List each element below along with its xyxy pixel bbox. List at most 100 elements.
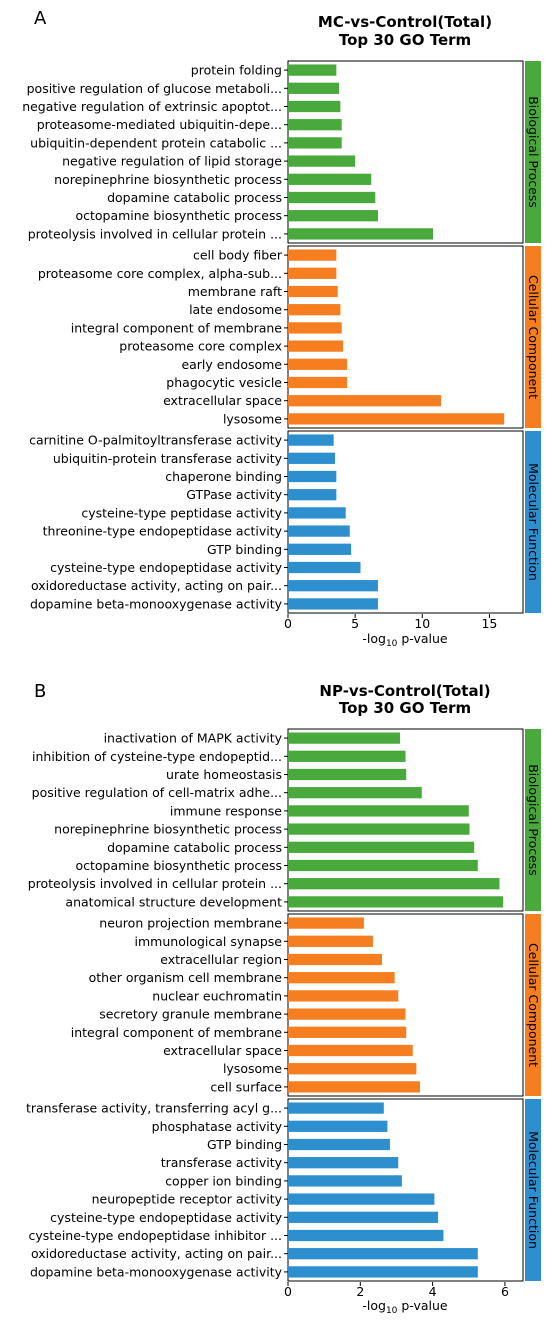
panel-b-title: NP-vs-Control(Total)	[319, 682, 490, 700]
panel-a-biological-process-strip-label: Biological Process	[526, 96, 541, 208]
panel-a-molecular-function-bar-2	[288, 452, 335, 464]
panel-b-biological-process-bar-7	[288, 841, 475, 853]
panel-a-biological-process-label-3: negative regulation of extrinsic apoptot…	[22, 99, 282, 114]
panel-b-biological-process-bar-10	[288, 896, 504, 908]
panel-a-molecular-function-frame	[287, 430, 524, 614]
panel-b-cellular-component-bar-6	[288, 1008, 406, 1020]
panel-a-molecular-function-label-3: chaperone binding	[165, 469, 282, 484]
panel-a-biological-process-bar-4	[288, 119, 342, 131]
panel-b-cellular-component-strip	[525, 914, 541, 1096]
panel-b-biological-process-bar-4	[288, 787, 422, 799]
panel-a-title: MC-vs-Control(Total)	[318, 13, 492, 31]
panel-b-xlabel: -log10 p-value	[362, 1298, 448, 1316]
panel-a-biological-process-label-5: ubiquitin-dependent protein catabolic ..…	[30, 135, 282, 150]
panel-b-biological-process-strip	[525, 729, 541, 911]
panel-a-biological-process-label-10: proteolysis involved in cellular protein…	[28, 226, 282, 241]
panel-a-molecular-function-label-10: dopamine beta-monooxygenase activity	[30, 596, 283, 611]
panel-b-molecular-function-bar-10	[288, 1266, 478, 1278]
panel-a-biological-process-bar-1	[288, 64, 337, 76]
panel-b-molecular-function-bar-7	[288, 1211, 439, 1223]
panel-b-cellular-component-label-4: other organism cell membrane	[89, 970, 283, 985]
panel-b-xtick-label-2: 2	[356, 1284, 364, 1299]
panel-b-cellular-component-bar-8	[288, 1044, 413, 1057]
panel-a-biological-process-bar-7	[288, 173, 372, 185]
panel-b-biological-process-label-7: dopamine catabolic process	[107, 840, 282, 855]
panel-a-cellular-component-bar-8	[288, 376, 348, 389]
panel-a-xtick-label-4: 15	[481, 616, 497, 631]
panel-b-cellular-component-bar-4	[288, 972, 395, 984]
panel-b-molecular-function-frame	[287, 1098, 524, 1282]
panel-b-cellular-component-bar-7	[288, 1026, 407, 1038]
panel-a-molecular-function-bar-9	[288, 580, 378, 592]
panel-b-biological-process-bar-8	[288, 859, 478, 872]
panel-b-xtick-label-4: 6	[501, 1284, 509, 1299]
panel-b-biological-process-label-3: urate homeostasis	[166, 767, 282, 782]
panel-b-biological-process-label-4: positive regulation of cell-matrix adhe.…	[32, 785, 282, 800]
panel-b-molecular-function-label-9: oxidoreductase activity, acting on pair.…	[31, 1246, 282, 1261]
panel-a-molecular-function-bar-8	[288, 561, 361, 574]
panel-a-molecular-function-bar-10	[288, 598, 378, 610]
panel-a-molecular-function-label-9: oxidoreductase activity, acting on pair.…	[31, 578, 282, 593]
panel-b-cellular-component-frame	[287, 913, 524, 1097]
panel-b-cellular-component-label-7: integral component of membrane	[71, 1025, 283, 1040]
panel-b-cellular-component-label-9: lysosome	[223, 1061, 282, 1076]
panel-a-cellular-component-strip	[525, 246, 541, 428]
panel-b-biological-process-bar-3	[288, 768, 407, 781]
panel-b-cellular-component-bar-1	[288, 917, 364, 929]
panel-a-biological-process-label-6: negative regulation of lipid storage	[62, 154, 282, 169]
panel-b-biological-process-label-6: norepinephrine biosynthetic process	[54, 822, 282, 837]
panel-a-molecular-function-bar-7	[288, 543, 352, 555]
panel-a-cellular-component-bar-5	[288, 322, 342, 334]
panel-b-cellular-component-bar-2	[288, 935, 373, 947]
panel-a-molecular-function-label-8: cysteine-type endopeptidase activity	[50, 560, 282, 575]
panel-b-biological-process-strip-label: Biological Process	[526, 764, 541, 876]
panel-b-molecular-function-bar-1	[288, 1102, 384, 1114]
panel-a-cellular-component-strip-label: Cellular Component	[526, 275, 541, 399]
panel-a-molecular-function-strip	[525, 431, 541, 613]
panel-b-cellular-component-strip-label: Cellular Component	[526, 943, 541, 1067]
panel-a-biological-process-label-4: proteasome-mediated ubiquitin-depe...	[37, 117, 282, 132]
panel-a-cellular-component-label-3: membrane raft	[188, 284, 282, 299]
panel-a-cellular-component-bar-10	[288, 413, 505, 425]
panel-b-cellular-component-label-8: extracellular space	[163, 1043, 282, 1058]
panel-b-cellular-component-label-6: secretory granule membrane	[99, 1007, 282, 1022]
panel-a-cellular-component-label-10: lysosome	[223, 411, 282, 426]
panel-a-cellular-component-frame	[287, 245, 524, 429]
panel-a-xtick-label-2: 5	[351, 616, 359, 631]
panel-a-biological-process-strip	[525, 61, 541, 243]
panel-b-molecular-function-strip	[525, 1099, 541, 1281]
panel-b-molecular-function-label-3: GTP binding	[207, 1137, 282, 1152]
panel-a-cellular-component-label-6: proteasome core complex	[119, 339, 282, 354]
panel-a-cellular-component-bar-2	[288, 267, 337, 279]
panel-a-biological-process-bar-2	[288, 82, 340, 94]
panel-a-cellular-component-bar-4	[288, 304, 341, 316]
panel-a-xtick-label-3: 10	[414, 616, 430, 631]
panel-a-biological-process-bar-10	[288, 228, 434, 240]
panel-b-molecular-function-label-7: cysteine-type endopeptidase activity	[50, 1210, 282, 1225]
panel-a-biological-process-frame	[287, 60, 524, 244]
panel-b-biological-process-bar-6	[288, 823, 470, 835]
panel-b-biological-process-bar-5	[288, 805, 469, 817]
panel-b-cellular-component-label-5: nuclear euchromatin	[152, 988, 282, 1003]
panel-b-biological-process-label-1: inactivation of MAPK activity	[104, 731, 283, 746]
panel-a-biological-process-label-1: protein folding	[191, 63, 282, 78]
panel-b-cellular-component-label-10: cell surface	[210, 1079, 282, 1094]
panel-a-molecular-function-label-2: ubiquitin-protein transferase activity	[53, 451, 283, 466]
panel-a-molecular-function-bar-1	[288, 434, 334, 446]
panel-b-molecular-function-label-8: cysteine-type endopeptidase inhibitor ..…	[28, 1228, 282, 1243]
panel-b-molecular-function-bar-9	[288, 1248, 478, 1260]
panel-a-biological-process-bar-9	[288, 210, 378, 222]
panel-b-molecular-function-label-4: transferase activity	[161, 1155, 283, 1170]
panel-a-xlabel: -log10 p-value	[362, 631, 448, 649]
panel-b-biological-process-label-10: anatomical structure development	[65, 894, 282, 909]
panel-a-molecular-function-label-7: GTP binding	[207, 542, 282, 557]
panel-a-cellular-component-bar-9	[288, 395, 442, 407]
panel-a-molecular-function-label-1: carnitine O-palmitoyltransferase activit…	[29, 433, 283, 448]
panel-b-cellular-component-bar-5	[288, 990, 399, 1002]
panel-b-cellular-component-label-2: immunological synapse	[135, 934, 283, 949]
panel-a-label: A	[34, 8, 47, 29]
panel-b-molecular-function-bar-8	[288, 1229, 444, 1242]
panel-b-biological-process-bar-1	[288, 732, 401, 744]
panel-a-cellular-component-bar-6	[288, 340, 344, 352]
